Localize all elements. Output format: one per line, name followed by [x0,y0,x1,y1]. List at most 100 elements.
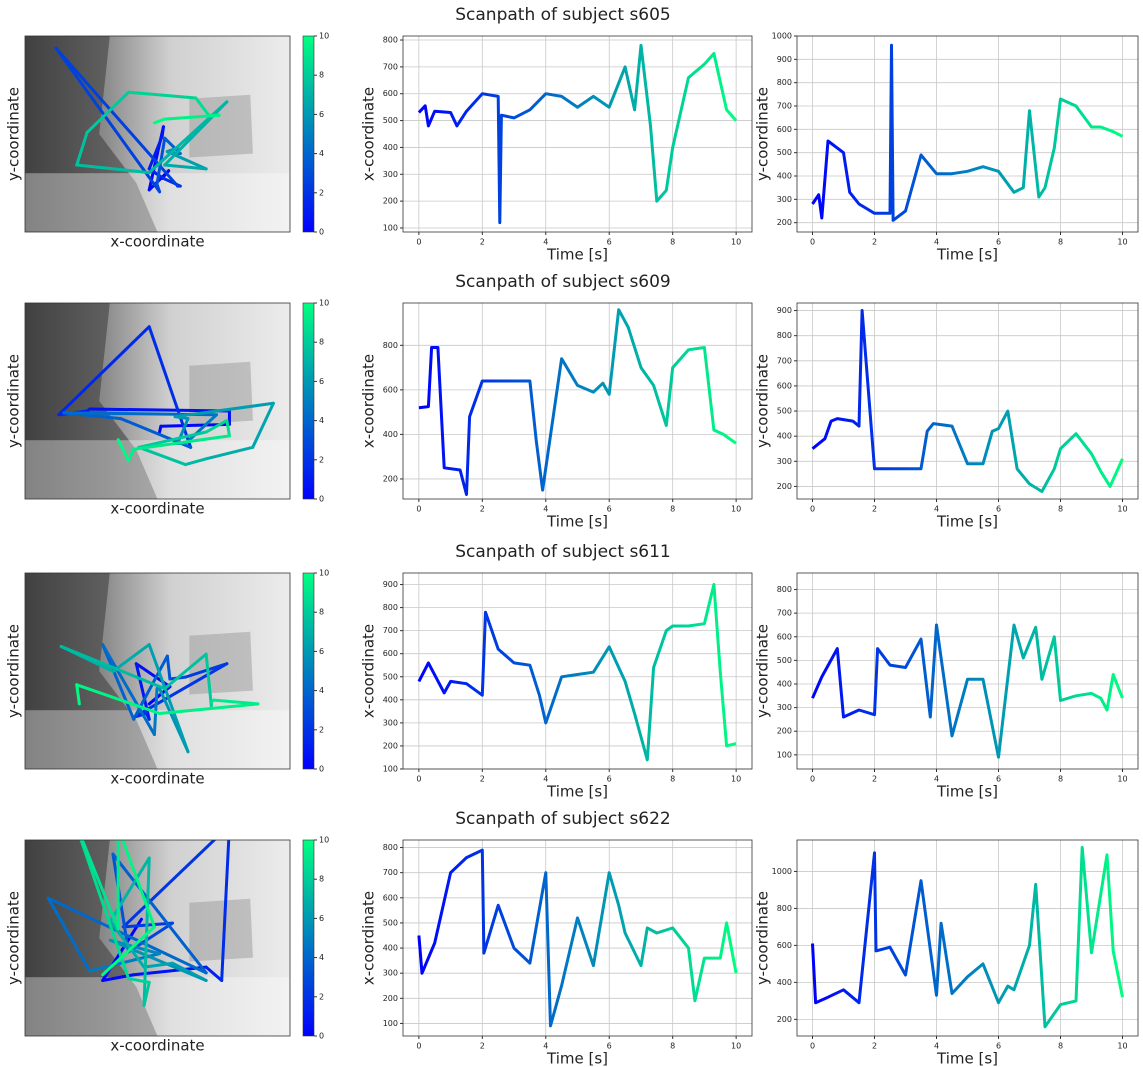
scanpath-segment [137,445,187,467]
y-tick-label: 200 [777,727,792,736]
scanpath-segment [147,643,190,754]
y-tick-label: 100 [383,1019,398,1028]
x-tick-label: 4 [543,775,548,784]
x-tick-label: 10 [731,775,741,784]
x-tick-label: 0 [810,1042,815,1051]
y-tick-label: 700 [383,626,398,635]
y-tick-label: 600 [777,941,792,950]
scanpath-segment [165,654,172,681]
x-axis-label: x-coordinate [110,500,204,518]
plot-frame [796,572,1139,770]
x-tick-label: 6 [607,238,612,247]
x-tick-label: 4 [934,238,939,247]
colorbar-tick-label: 0 [319,765,324,774]
scanpath-segment [147,100,229,175]
chart-title: Scanpath of subject s622 [455,809,671,829]
scanpath-segment [220,840,231,982]
scanpath-segment [127,447,136,463]
y-tick-label: 800 [383,341,398,350]
time-series-line [811,623,1124,759]
y-tick-label: 400 [777,432,792,441]
scanpath-segment [101,643,156,737]
y-tick-label: 700 [777,102,792,111]
y-tick-label: 500 [383,672,398,681]
scanpath-segment [152,117,167,125]
y-axis-label: y-coordinate [754,354,772,448]
y-tick-label: 500 [777,148,792,157]
y-tick-label: 700 [777,609,792,618]
y-tick-label: 800 [777,585,792,594]
scanpath-segment [121,840,217,929]
x-tick-label: 6 [996,775,1001,784]
x-axis-label: Time [s] [546,1050,608,1067]
time-series-line [418,308,737,496]
y-tick-label: 500 [383,116,398,125]
x-tick-label: 4 [543,505,548,514]
time-series-line [811,309,1124,493]
x-tick-label: 0 [416,505,421,514]
colorbar [302,572,315,770]
time-series-line [417,848,738,1028]
x-tick-label: 0 [416,775,421,784]
falls-shape [189,898,253,962]
y-tick-label: 600 [777,125,792,134]
falls-shape [189,631,253,695]
scanpath-segment [75,130,89,167]
y-tick-label: 300 [777,703,792,712]
x-axis-label: Time [s] [546,246,608,264]
y-axis-label: y-coordinate [754,624,772,718]
scanpath-segment [116,438,131,463]
scanpath-segment [163,652,208,691]
plot-frame [402,572,753,770]
scanpath-segment [204,652,213,708]
scanpath-segment [101,643,136,721]
mist-shape [25,977,290,1036]
plot-frame [796,302,1139,500]
scanpath-segment [108,919,146,969]
y-axis-label: y-coordinate [5,891,23,985]
y-tick-label: 600 [383,649,398,658]
y-axis-label: y-coordinate [5,87,23,181]
colorbar-tick-label: 8 [319,608,324,617]
image-frame [24,302,291,500]
colorbar-tick-label: 2 [319,188,324,197]
x-tick-label: 2 [872,505,877,514]
colorbar-tick-label: 8 [319,338,324,347]
y-tick-label: 200 [383,741,398,750]
colorbar-tick-label: 4 [319,953,324,962]
scanpath-segment [88,407,231,413]
x-tick-label: 10 [731,1042,741,1051]
chart-title: Scanpath of subject s609 [455,272,671,292]
y-tick-label: 200 [777,1015,792,1024]
y-tick-label: 800 [383,603,398,612]
y-tick-label: 400 [383,944,398,953]
scanpath-segment [132,434,231,451]
scanpath-segment [75,683,162,715]
y-axis-label: y-coordinate [5,624,23,718]
y-tick-label: 800 [777,331,792,340]
colorbar-tick-label: 6 [319,914,324,923]
scanpath-segment [160,125,165,138]
colorbar-tick-label: 6 [319,110,324,119]
y-tick-label: 600 [383,89,398,98]
colorbar-tick-label: 10 [319,32,329,41]
colorbar-tick-label: 8 [319,875,324,884]
scanpath-segment [46,896,208,975]
y-tick-label: 200 [777,482,792,491]
x-tick-label: 2 [872,775,877,784]
y-tick-label: 800 [777,904,792,913]
scanpath-segment [142,980,151,1007]
scanpath-segment [46,896,92,973]
scanpath-segment [147,134,164,171]
scanpath-segment [183,662,229,679]
scanpath-segment [121,840,156,929]
time-series-line [417,583,737,762]
y-axis-label: x-coordinate [360,354,378,448]
scanpath-segment [111,852,208,975]
colorbar-tick-label: 2 [319,992,324,1001]
x-tick-label: 8 [1058,1042,1063,1051]
image-frame [24,35,291,233]
y-tick-label: 400 [383,430,398,439]
time-series-line [811,43,1124,222]
